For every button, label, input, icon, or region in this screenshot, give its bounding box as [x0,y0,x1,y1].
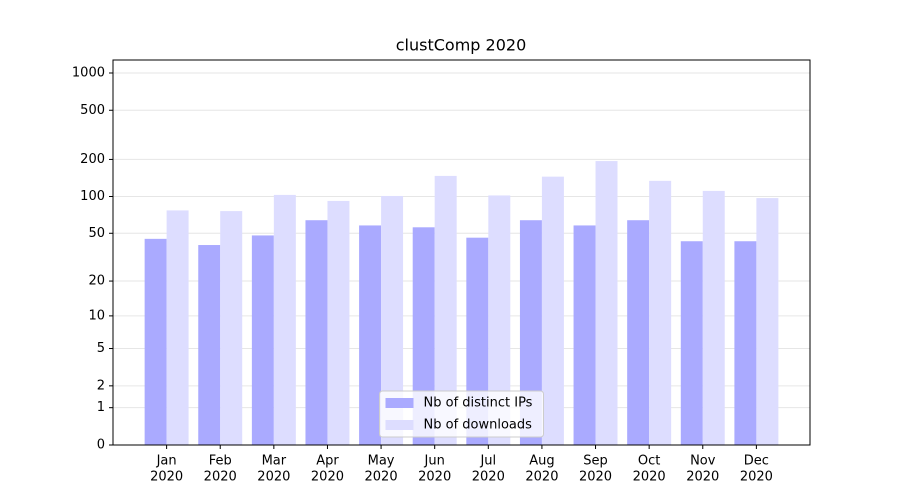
legend-label: Nb of distinct IPs [424,396,533,411]
x-tick-label: Jan [156,454,177,469]
x-tick-label: 2020 [579,470,612,485]
bar [166,210,189,445]
x-tick-label: Sep [583,454,608,469]
x-tick-label: 2020 [204,470,237,485]
bar [649,180,672,445]
y-tick-label: 10 [88,308,105,323]
x-tick-label: Aug [529,454,554,469]
y-tick-label: 200 [80,152,105,167]
legend-swatch [385,420,414,430]
x-tick-label: Oct [638,454,660,469]
y-tick-label: 100 [80,189,105,204]
chart-title: clustComp 2020 [396,36,527,55]
bar [359,225,382,445]
y-tick-label: 20 [88,274,105,289]
bar [327,200,350,445]
bar [573,225,596,445]
bar [541,176,564,445]
x-tick-label: 2020 [311,470,344,485]
x-tick-label: 2020 [418,470,451,485]
x-tick-label: May [368,454,395,469]
x-tick-label: Apr [316,454,339,469]
y-tick-label: 50 [88,226,105,241]
x-tick-label: Nov [690,454,716,469]
x-tick-label: 2020 [150,470,183,485]
bar [198,245,221,445]
bar [680,241,703,445]
bar [144,238,167,445]
bar [381,195,404,445]
legend-label: Nb of downloads [424,418,533,433]
legend-box [379,390,544,438]
plot-frame [112,59,811,446]
y-tick-label: 1 [97,400,105,415]
x-tick-label: 2020 [740,470,773,485]
x-tick-label: 2020 [633,470,666,485]
y-tick-label: 0 [97,438,105,453]
x-tick-label: Jun [424,454,445,469]
bar [305,220,328,445]
x-tick-label: Mar [262,454,287,469]
x-tick-label: 2020 [257,470,290,485]
bar [273,194,296,445]
x-tick-label: 2020 [525,470,558,485]
x-tick-label: Dec [744,454,769,469]
bar [251,235,274,445]
x-tick-label: 2020 [365,470,398,485]
legend-swatch [385,398,414,408]
x-tick-label: Feb [209,454,232,469]
bar [220,211,243,445]
bar [519,220,542,445]
bar [595,161,618,445]
bar [627,220,650,445]
x-tick-label: 2020 [686,470,719,485]
bar [734,241,757,445]
y-tick-label: 2 [97,378,105,393]
y-tick-label: 5 [97,341,105,356]
x-tick-label: Jul [479,454,496,469]
bar [702,190,725,445]
bar [434,175,457,446]
bar [756,198,779,445]
bar [488,195,511,445]
y-tick-label: 1000 [72,65,105,80]
x-tick-label: 2020 [472,470,505,485]
y-tick-label: 500 [80,103,105,118]
